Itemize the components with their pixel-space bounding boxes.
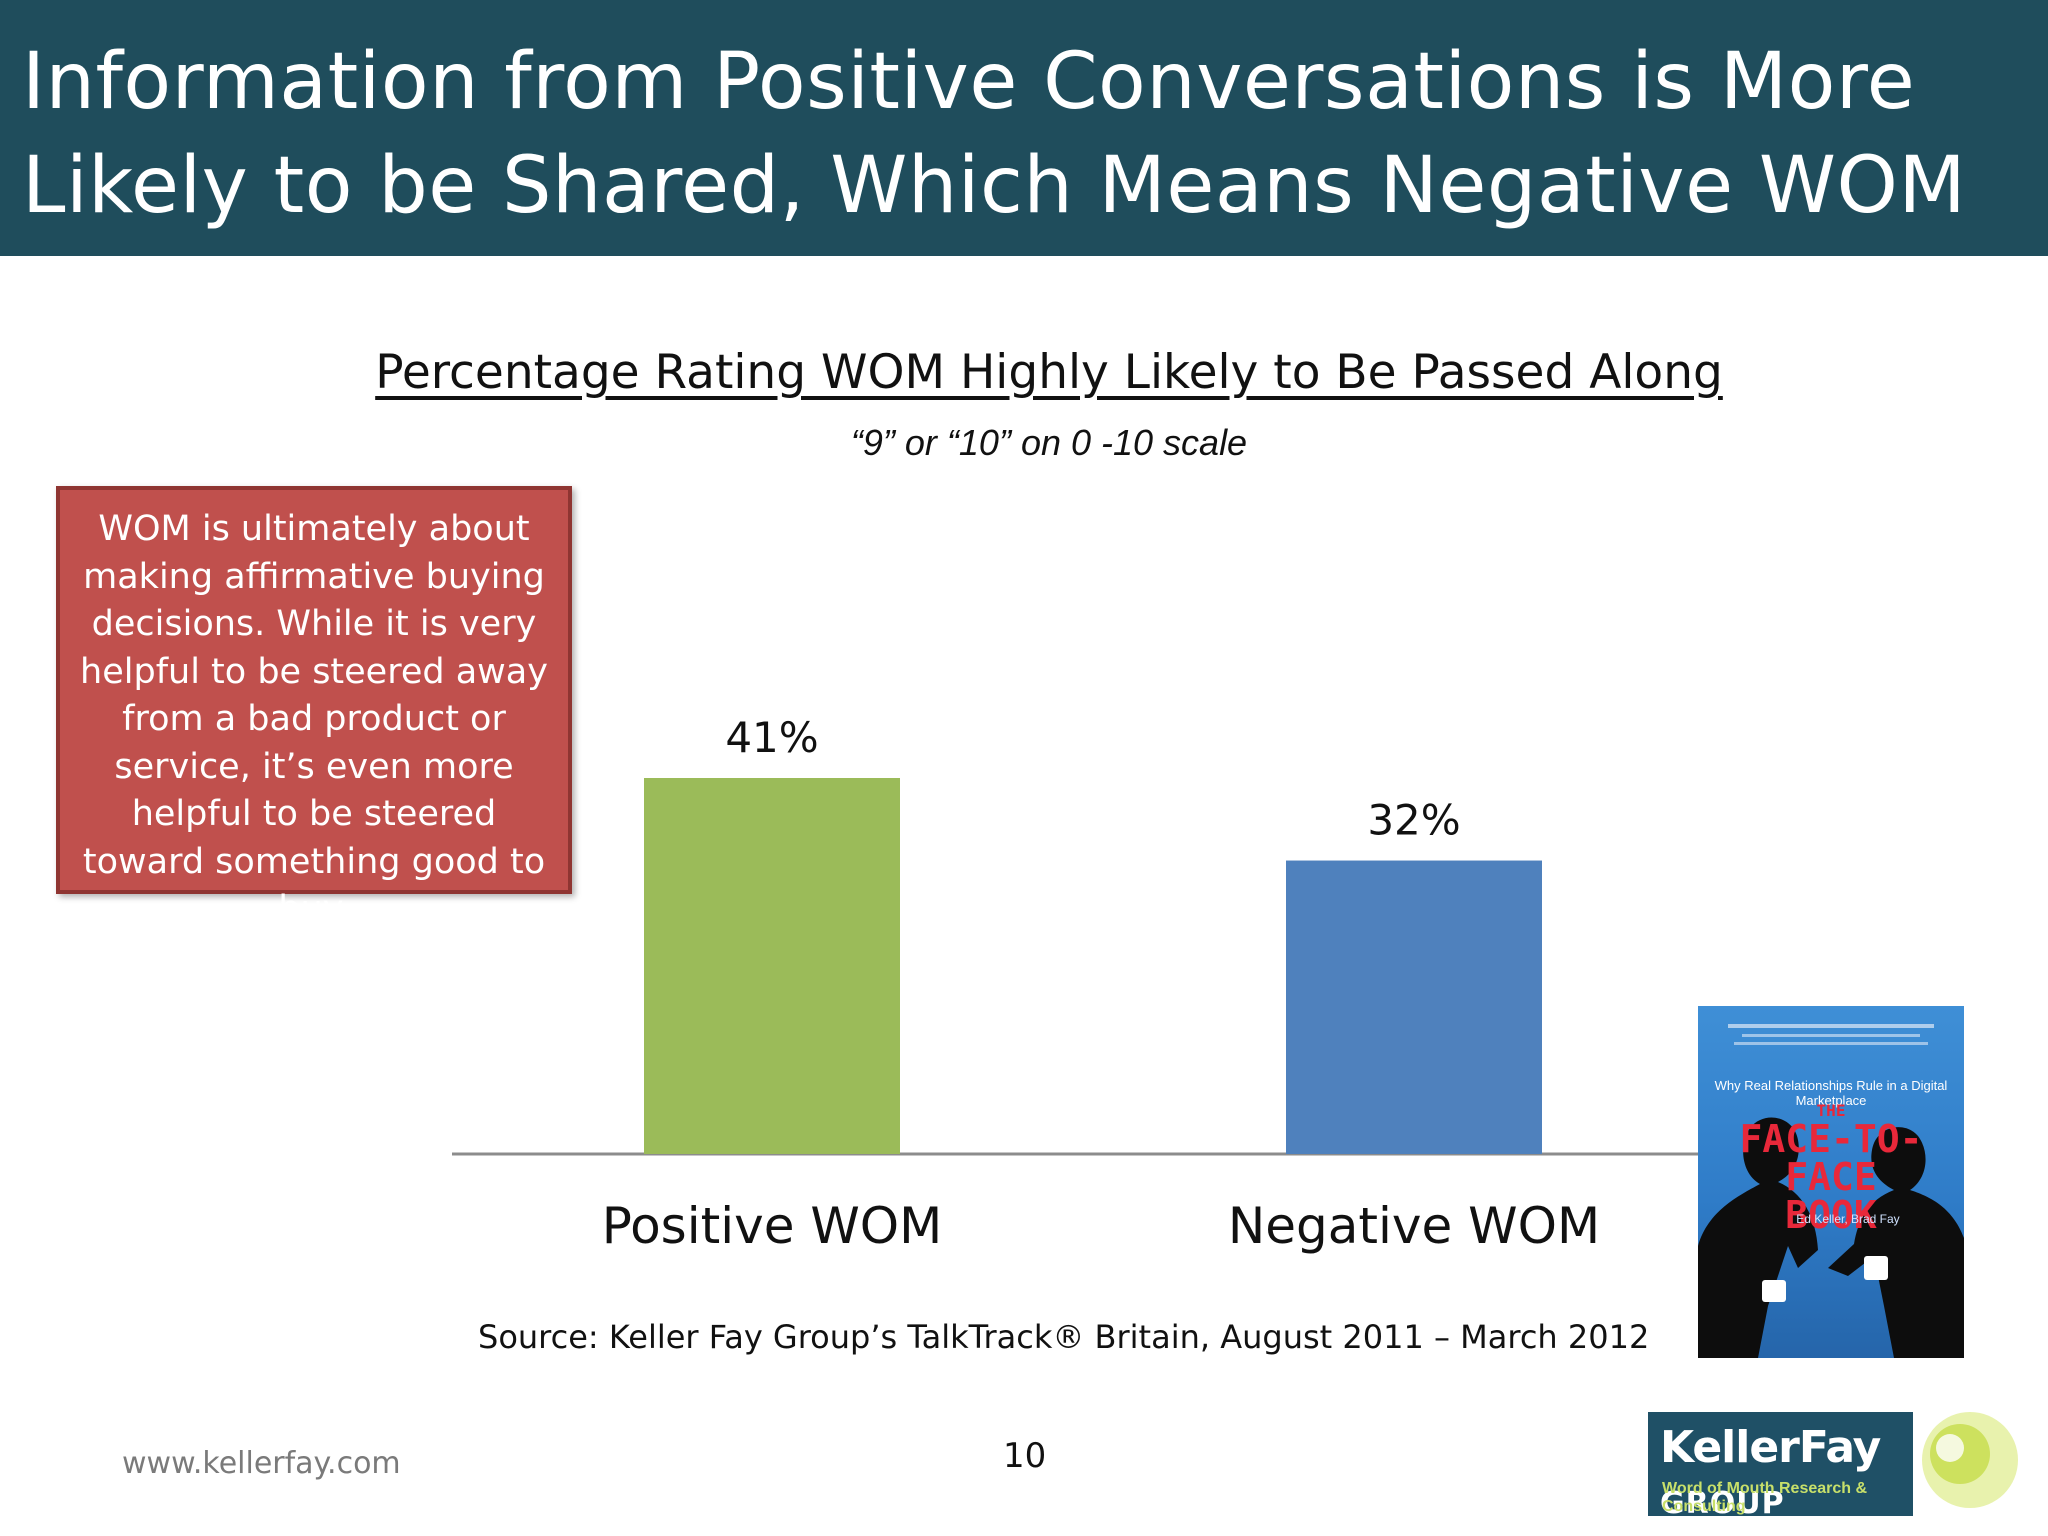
- bar-positive-wom: [644, 778, 900, 1154]
- book-silhouettes-icon: [1698, 1024, 1964, 1358]
- logo-tagline: Word of Mouth Research & Consulting: [1662, 1480, 1868, 1515]
- company-logo: KellerFay GROUP Word of Mouth Research &…: [1648, 1412, 1913, 1521]
- chart-subtitle: “9” or “10” on 0 -10 scale: [850, 422, 1248, 463]
- book-cover: Why Real Relationships Rule in a Digital…: [1698, 1006, 1964, 1358]
- logo-mark-icon: [1922, 1412, 2018, 1508]
- source-note: Source: Keller Fay Group’s TalkTrack® Br…: [478, 1318, 1650, 1356]
- bar-value-label: 41%: [725, 713, 818, 762]
- book-authors: Ed Keller, Brad Fay: [1796, 1212, 1900, 1226]
- logo-name: KellerFay GROUP: [1660, 1422, 1913, 1524]
- book-tagline: Why Real Relationships Rule in a Digital…: [1714, 1078, 1948, 1108]
- book-title-main: FACE-TO-FACE: [1739, 1117, 1923, 1199]
- logo-group-text: GROUP: [1660, 1486, 1785, 1521]
- callout-box: WOM is ultimately about making affirmati…: [56, 486, 572, 929]
- page-title: Information from Positive Conversations …: [22, 37, 1967, 335]
- bar-negative-wom: [1286, 860, 1542, 1154]
- title-banner: Information from Positive Conversations …: [0, 0, 2048, 335]
- category-label: Negative WOM: [1228, 1197, 1600, 1255]
- category-label: Positive WOM: [602, 1197, 943, 1255]
- book-title-word: BOOK: [1785, 1193, 1877, 1237]
- chart-title: Percentage Rating WOM Highly Likely to B…: [375, 345, 1723, 400]
- page-number: 10: [1003, 1436, 1047, 1476]
- logo-name-text: KellerFay: [1660, 1422, 1881, 1473]
- book-title-the: THE: [1816, 1101, 1846, 1120]
- website-link[interactable]: www.kellerfay.com: [122, 1446, 401, 1481]
- bar-value-label: 32%: [1367, 796, 1460, 845]
- book-title: THE FACE-TO-FACE BOOK: [1698, 1101, 1964, 1237]
